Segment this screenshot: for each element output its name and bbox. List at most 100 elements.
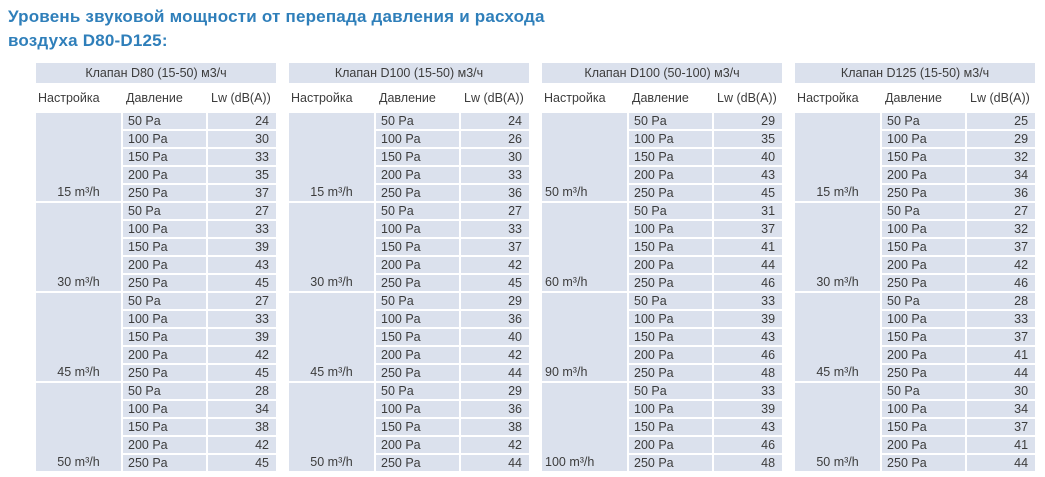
table-row: 250 Pa 44: [289, 365, 530, 383]
pressure-cell: 200 Pa: [121, 167, 206, 185]
lw-value-cell: 24: [459, 113, 530, 131]
lw-value-cell: 44: [712, 257, 783, 275]
pressure-cell: 50 Pa: [627, 203, 713, 221]
pressure-cell: 100 Pa: [880, 401, 966, 419]
flow-setting-cell: 30 m³/h: [795, 203, 881, 293]
lw-value-cell: 28: [965, 293, 1036, 311]
pressure-cell: 200 Pa: [627, 347, 713, 365]
pressure-cell: 150 Pa: [627, 419, 713, 437]
table-row: 150 Pa 39: [36, 329, 276, 347]
lw-value-cell: 48: [712, 365, 783, 383]
flow-setting-cell: 50 m³/h: [36, 383, 121, 473]
table-row: 45 m³/h 50 Pa 28: [795, 293, 1036, 383]
pressure-cell: 100 Pa: [627, 401, 713, 419]
pressure-cell: 100 Pa: [627, 221, 713, 239]
table-title: Клапан D100 (15-50) м3/ч: [289, 63, 530, 85]
flow-setting-cell: 45 m³/h: [289, 293, 374, 383]
table-row: 30 m³/h 50 Pa 27: [36, 203, 276, 293]
pressure-cell: 150 Pa: [121, 419, 206, 437]
lw-value-cell: 45: [206, 455, 276, 473]
pressure-cell: 150 Pa: [627, 329, 713, 347]
pressure-cell: 100 Pa: [374, 131, 459, 149]
pressure-cell: 100 Pa: [374, 221, 459, 239]
lw-value-cell: 33: [206, 149, 276, 167]
lw-value-cell: 27: [206, 203, 276, 221]
pressure-cell: 200 Pa: [374, 167, 459, 185]
table-row: 100 Pa 33: [36, 221, 276, 239]
flow-setting-cell: 100 m³/h: [542, 383, 628, 473]
flow-setting-cell: 50 m³/h: [795, 383, 881, 473]
table-row: 200 Pa 35: [36, 167, 276, 185]
table-row: 150 Pa 40: [289, 329, 530, 347]
table-row: 250 Pa 44: [795, 365, 1036, 383]
lw-value-cell: 39: [712, 311, 783, 329]
lw-value-cell: 33: [206, 311, 276, 329]
table-row: 100 Pa 33: [36, 311, 276, 329]
table-row: 100 Pa 34: [36, 401, 276, 419]
lw-value-cell: 26: [459, 131, 530, 149]
page-title-line2: воздуха D80-D125:: [8, 31, 168, 50]
pressure-cell: 250 Pa: [121, 455, 206, 473]
lw-value-cell: 43: [712, 167, 783, 185]
pressure-cell: 250 Pa: [627, 275, 713, 293]
table-row: 200 Pa 46: [542, 437, 783, 455]
lw-value-cell: 42: [206, 437, 276, 455]
pressure-cell: 150 Pa: [880, 239, 966, 257]
lw-value-cell: 24: [206, 113, 276, 131]
tables-container: Клапан D80 (15-50) м3/ч Настройка Давлен…: [36, 63, 1045, 473]
pressure-cell: 250 Pa: [627, 365, 713, 383]
lw-value-cell: 33: [206, 221, 276, 239]
pressure-cell: 50 Pa: [880, 383, 966, 401]
lw-value-cell: 38: [459, 419, 530, 437]
pressure-cell: 150 Pa: [121, 329, 206, 347]
pressure-cell: 150 Pa: [374, 149, 459, 167]
table-row: 200 Pa 46: [542, 347, 783, 365]
pressure-cell: 250 Pa: [627, 455, 713, 473]
table-row: 250 Pa 44: [289, 455, 530, 473]
table-row: 200 Pa 34: [795, 167, 1036, 185]
pressure-cell: 50 Pa: [880, 203, 966, 221]
lw-value-cell: 36: [459, 401, 530, 419]
table-row: 150 Pa 43: [542, 329, 783, 347]
table-row: 200 Pa 42: [289, 437, 530, 455]
lw-value-cell: 29: [965, 131, 1036, 149]
lw-value-cell: 29: [459, 383, 530, 401]
pressure-cell: 50 Pa: [627, 293, 713, 311]
column-header-lw: Lw (dB(A)): [206, 85, 276, 113]
lw-value-cell: 42: [206, 347, 276, 365]
lw-value-cell: 40: [712, 149, 783, 167]
table-row: 15 m³/h 50 Pa 25: [795, 113, 1036, 203]
pressure-cell: 200 Pa: [121, 437, 206, 455]
lw-value-cell: 39: [206, 329, 276, 347]
lw-value-cell: 41: [965, 347, 1036, 365]
lw-value-cell: 44: [459, 365, 530, 383]
table-row: 50 m³/h 50 Pa 28: [36, 383, 276, 473]
pressure-cell: 100 Pa: [880, 221, 966, 239]
pressure-cell: 50 Pa: [121, 113, 206, 131]
pressure-cell: 50 Pa: [374, 293, 459, 311]
table-row: 200 Pa 42: [36, 347, 276, 365]
lw-value-cell: 44: [459, 455, 530, 473]
table-row: 100 Pa 29: [795, 131, 1036, 149]
table-row: 100 Pa 33: [289, 221, 530, 239]
lw-value-cell: 30: [459, 149, 530, 167]
pressure-cell: 200 Pa: [374, 257, 459, 275]
table-row: 150 Pa 39: [36, 239, 276, 257]
pressure-cell: 200 Pa: [627, 437, 713, 455]
table-row: 250 Pa 45: [36, 455, 276, 473]
lw-value-cell: 44: [965, 365, 1036, 383]
table-row: 100 Pa 33: [795, 311, 1036, 329]
table-row: 200 Pa 41: [795, 347, 1036, 365]
lw-value-cell: 48: [712, 455, 783, 473]
pressure-cell: 250 Pa: [374, 365, 459, 383]
table-row: 250 Pa 45: [36, 365, 276, 383]
lw-value-cell: 33: [459, 167, 530, 185]
lw-value-cell: 37: [712, 221, 783, 239]
table-row: 150 Pa 37: [795, 329, 1036, 347]
pressure-cell: 250 Pa: [880, 185, 966, 203]
table-row: 200 Pa 42: [36, 437, 276, 455]
pressure-cell: 100 Pa: [374, 401, 459, 419]
table-row: 100 Pa 37: [542, 221, 783, 239]
pressure-cell: 50 Pa: [880, 293, 966, 311]
pressure-cell: 200 Pa: [374, 437, 459, 455]
